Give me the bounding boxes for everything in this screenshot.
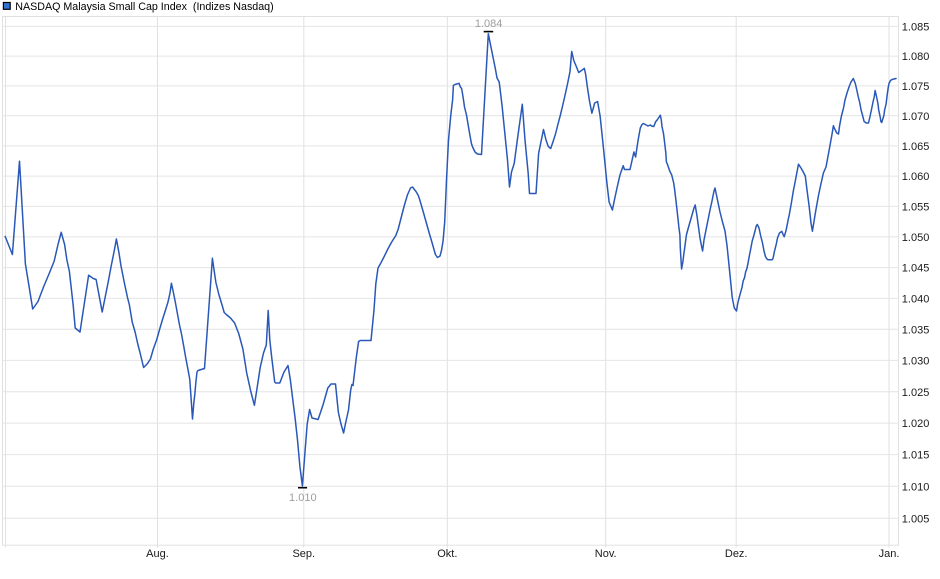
svg-text:1.030: 1.030: [902, 356, 930, 368]
svg-text:1.005: 1.005: [902, 513, 930, 525]
svg-text:1.070: 1.070: [902, 111, 930, 123]
svg-text:1.015: 1.015: [902, 450, 930, 462]
svg-text:1.045: 1.045: [902, 263, 930, 275]
svg-text:Dez.: Dez.: [725, 548, 748, 560]
svg-text:1.055: 1.055: [902, 202, 930, 214]
svg-text:1.020: 1.020: [902, 418, 930, 430]
svg-text:1.065: 1.065: [902, 141, 930, 153]
svg-text:Sep.: Sep.: [292, 548, 315, 560]
svg-text:1.050: 1.050: [902, 232, 930, 244]
svg-text:1.035: 1.035: [902, 324, 930, 336]
svg-text:1.084: 1.084: [475, 18, 503, 30]
svg-text:Jan.: Jan.: [879, 548, 900, 560]
svg-text:Okt.: Okt.: [437, 548, 457, 560]
svg-text:1.010: 1.010: [289, 492, 317, 504]
svg-text:1.085: 1.085: [902, 22, 930, 34]
svg-text:NASDAQ Malaysia Small Cap Inde: NASDAQ Malaysia Small Cap Index (Indizes…: [15, 1, 273, 13]
svg-text:1.040: 1.040: [902, 294, 930, 306]
svg-text:Nov.: Nov.: [595, 548, 617, 560]
svg-text:1.025: 1.025: [902, 387, 930, 399]
svg-text:1.010: 1.010: [902, 481, 930, 493]
svg-text:Aug.: Aug.: [146, 548, 169, 560]
svg-text:1.075: 1.075: [902, 81, 930, 93]
svg-text:1.080: 1.080: [902, 51, 930, 63]
svg-text:1.060: 1.060: [902, 171, 930, 183]
